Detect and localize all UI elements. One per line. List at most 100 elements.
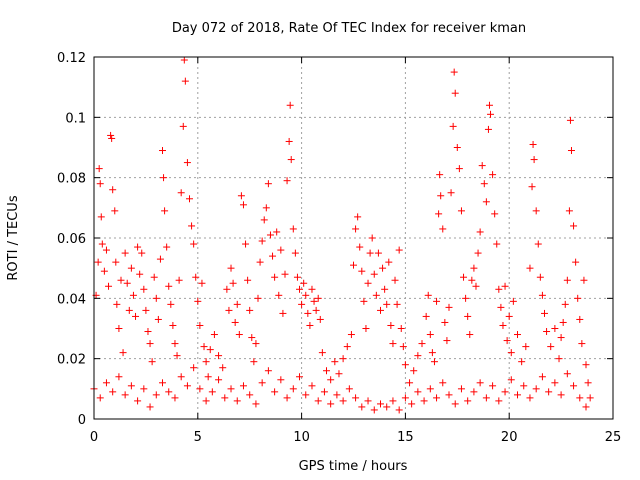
- data-point: [360, 297, 368, 305]
- data-point: [204, 373, 212, 381]
- data-point: [538, 291, 546, 299]
- data-points: [90, 56, 594, 414]
- data-point: [501, 282, 509, 290]
- grid-lines: [94, 57, 613, 419]
- data-point: [551, 325, 559, 332]
- data-point: [152, 294, 160, 302]
- data-point: [372, 291, 380, 299]
- data-point: [206, 346, 214, 354]
- x-axis-label: GPS time / hours: [299, 459, 408, 474]
- data-point: [507, 349, 515, 357]
- data-point: [239, 382, 247, 390]
- data-point: [410, 367, 418, 375]
- data-point: [310, 297, 318, 305]
- data-point: [462, 294, 470, 302]
- data-point: [273, 228, 281, 236]
- data-point: [269, 252, 277, 260]
- data-point: [491, 210, 499, 218]
- data-point: [109, 388, 117, 396]
- data-point: [132, 312, 140, 320]
- data-point: [314, 294, 322, 302]
- data-point: [229, 279, 237, 287]
- data-point: [177, 373, 185, 381]
- data-point: [352, 225, 360, 233]
- data-point: [414, 352, 422, 360]
- data-point: [159, 379, 167, 387]
- x-tick-label: 0: [90, 430, 98, 445]
- data-point: [451, 400, 459, 408]
- data-point: [177, 189, 185, 197]
- data-point: [127, 382, 135, 390]
- data-point: [476, 379, 484, 387]
- data-point: [557, 334, 565, 342]
- data-point: [105, 282, 113, 290]
- data-point: [298, 300, 306, 308]
- data-point: [464, 397, 472, 405]
- data-point: [142, 306, 150, 314]
- data-point: [219, 364, 227, 372]
- data-point: [563, 370, 571, 378]
- data-point: [385, 258, 393, 266]
- data-point: [339, 355, 347, 363]
- data-point: [501, 388, 509, 396]
- data-point: [428, 349, 436, 357]
- data-point: [327, 376, 335, 384]
- data-point: [520, 382, 528, 390]
- data-point: [171, 394, 179, 402]
- data-point: [281, 270, 289, 278]
- data-point: [246, 306, 254, 314]
- data-point: [362, 325, 370, 332]
- data-point: [165, 388, 173, 396]
- data-point: [335, 370, 343, 378]
- data-point: [343, 343, 351, 351]
- data-point: [202, 358, 210, 366]
- data-point: [350, 261, 357, 269]
- data-point: [115, 325, 123, 332]
- data-point: [449, 122, 457, 130]
- data-point: [563, 276, 571, 284]
- data-point: [439, 379, 447, 387]
- data-point: [283, 394, 291, 402]
- data-point: [503, 337, 511, 345]
- data-point: [188, 222, 196, 230]
- data-point: [366, 249, 374, 257]
- data-point: [393, 300, 401, 308]
- data-point: [545, 388, 553, 396]
- data-point: [561, 300, 569, 308]
- data-point: [144, 328, 152, 336]
- axis-ticks: [93, 56, 614, 420]
- data-point: [111, 207, 119, 215]
- data-point: [570, 382, 578, 390]
- data-point: [408, 400, 416, 408]
- data-point: [264, 180, 272, 188]
- data-point: [146, 403, 154, 411]
- data-point: [540, 309, 548, 317]
- data-point: [364, 279, 372, 287]
- data-point: [532, 207, 540, 215]
- data-point: [352, 394, 360, 402]
- data-point: [470, 388, 478, 396]
- y-tick-label: 0.04: [57, 292, 86, 307]
- x-tick-label: 10: [293, 430, 310, 445]
- y-tick-label: 0.06: [57, 232, 86, 247]
- data-point: [304, 309, 312, 317]
- data-point: [134, 243, 142, 251]
- data-point: [179, 122, 187, 130]
- data-point: [279, 309, 287, 317]
- data-point: [482, 394, 490, 402]
- data-point: [364, 397, 372, 405]
- data-point: [173, 352, 181, 360]
- data-point: [424, 291, 432, 299]
- data-point: [258, 379, 266, 387]
- data-point: [557, 391, 565, 399]
- data-point: [499, 321, 507, 329]
- data-point: [383, 403, 391, 411]
- data-point: [237, 192, 245, 200]
- y-tick-label: 0.12: [57, 51, 86, 66]
- data-point: [102, 246, 110, 254]
- data-point: [312, 306, 320, 314]
- x-tick-label: 15: [397, 430, 414, 445]
- data-point: [339, 397, 347, 405]
- data-point: [264, 367, 272, 375]
- data-point: [283, 177, 291, 185]
